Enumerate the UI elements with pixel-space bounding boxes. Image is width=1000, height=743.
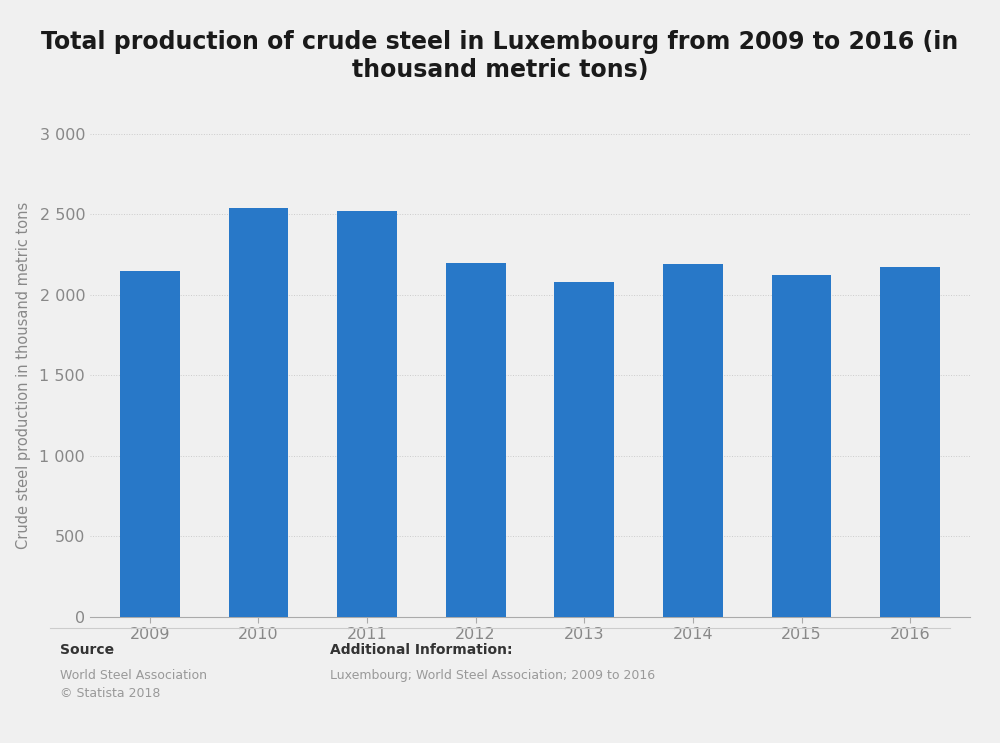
Bar <box>229 208 288 617</box>
Bar <box>120 270 180 617</box>
Bar <box>446 262 506 617</box>
Bar <box>337 211 397 617</box>
Text: Source: Source <box>60 643 114 657</box>
Bar <box>772 276 831 617</box>
Bar <box>663 265 723 617</box>
Text: Luxembourg; World Steel Association; 2009 to 2016: Luxembourg; World Steel Association; 200… <box>330 669 655 681</box>
Bar <box>554 282 614 617</box>
Text: Additional Information:: Additional Information: <box>330 643 512 657</box>
Text: Total production of crude steel in Luxembourg from 2009 to 2016 (in
thousand met: Total production of crude steel in Luxem… <box>41 30 959 82</box>
Text: World Steel Association
© Statista 2018: World Steel Association © Statista 2018 <box>60 669 207 700</box>
Y-axis label: Crude steel production in thousand metric tons: Crude steel production in thousand metri… <box>16 201 31 549</box>
Bar <box>880 267 940 617</box>
